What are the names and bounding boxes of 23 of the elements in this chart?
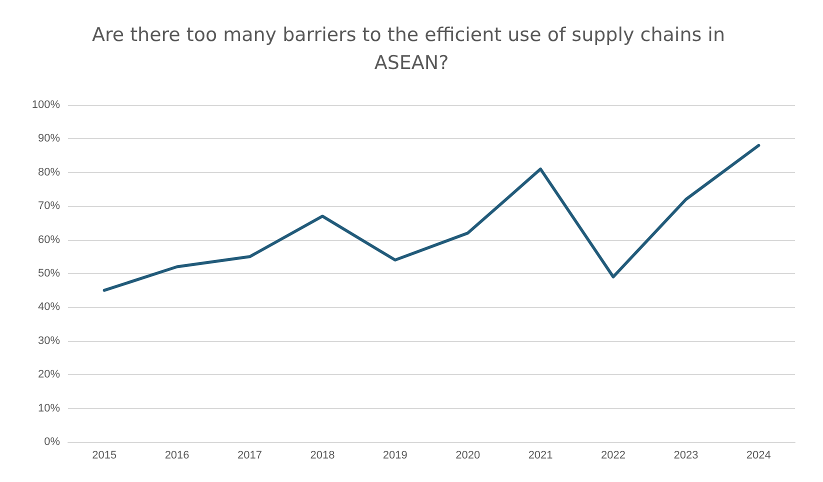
y-tick-label: 70%: [38, 200, 60, 212]
y-tick-label: 60%: [38, 234, 60, 246]
y-tick-label: 10%: [38, 402, 60, 414]
y-tick-label: 20%: [38, 368, 60, 381]
x-tick-label: 2015: [92, 450, 117, 462]
x-tick-label: 2017: [238, 450, 262, 462]
x-tick-label: 2022: [601, 450, 626, 462]
y-tick-label: 100%: [32, 99, 60, 111]
x-tick-label: 2016: [164, 450, 190, 462]
y-tick-label: 90%: [38, 132, 60, 145]
x-tick-label: 2018: [310, 450, 335, 462]
x-tick-label: 2024: [746, 450, 771, 462]
x-tick-label: 2019: [382, 450, 408, 462]
y-tick-label: 50%: [38, 268, 60, 280]
y-tick-label: 30%: [38, 334, 60, 347]
y-tick-label: 40%: [38, 301, 60, 314]
line-series: [102, 144, 760, 292]
y-tick-label: 0%: [44, 436, 60, 448]
x-tick-label: 2021: [528, 450, 553, 462]
x-tick-label: 2023: [674, 450, 698, 462]
x-tick-label: 2020: [456, 450, 480, 462]
chart-title: Are there too many barriers to the efficient use of supply chains in ASEAN?: [92, 24, 732, 74]
y-tick-label: 80%: [38, 166, 60, 178]
